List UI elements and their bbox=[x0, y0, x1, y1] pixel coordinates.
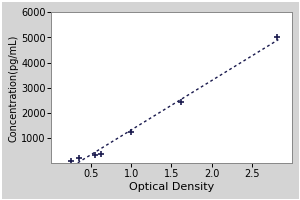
Y-axis label: Concentration(pg/mL): Concentration(pg/mL) bbox=[8, 34, 18, 142]
X-axis label: Optical Density: Optical Density bbox=[129, 182, 214, 192]
